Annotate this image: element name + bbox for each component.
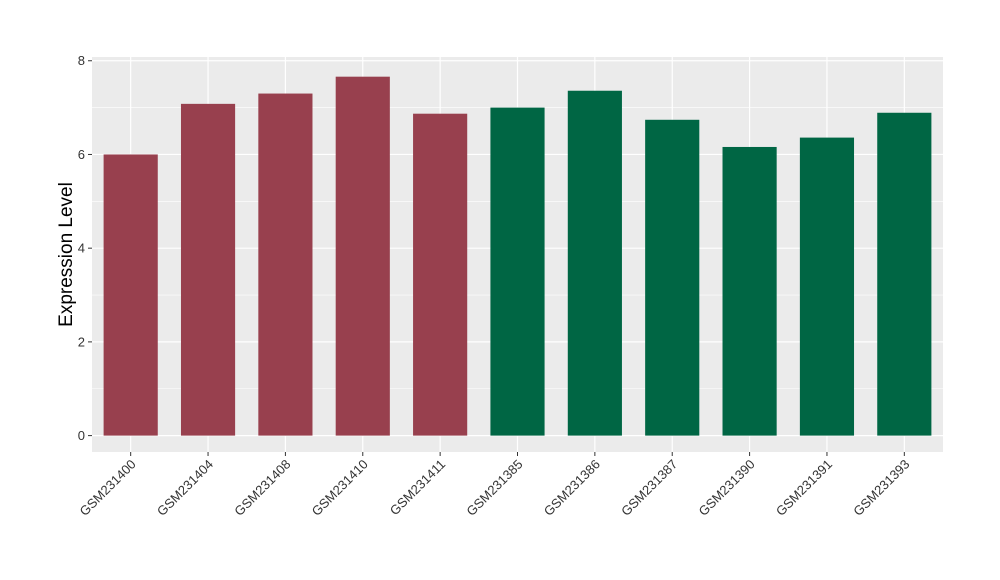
bar-GSM231410 <box>335 76 390 436</box>
x-tick-label: GSM231385 <box>463 457 525 519</box>
bar-GSM231385 <box>490 107 545 436</box>
bar-GSM231386 <box>567 90 622 436</box>
bar-GSM231408 <box>258 93 313 436</box>
x-tick-label: GSM231386 <box>541 457 603 519</box>
bar-GSM231390 <box>722 146 777 436</box>
x-axis: GSM231400 GSM231404 GSM231408 GSM231410 GSM2… <box>77 452 912 519</box>
x-tick-label: GSM231400 <box>77 457 139 519</box>
y-tick-label: 2 <box>78 334 85 349</box>
x-tick-label: GSM231411 <box>387 457 449 519</box>
bar-GSM231404 <box>180 103 236 436</box>
x-tick-label: GSM231410 <box>309 457 371 519</box>
x-tick-label: GSM231391 <box>773 457 835 519</box>
bar-GSM231411 <box>413 113 468 436</box>
bar-GSM231391 <box>799 137 855 436</box>
y-tick-label: 0 <box>78 428 85 443</box>
bars <box>103 76 932 436</box>
x-tick-label: GSM231393 <box>850 457 912 519</box>
x-tick-label: GSM231404 <box>154 457 216 519</box>
y-axis-title: Expression Level <box>56 182 77 327</box>
x-tick-label: GSM231408 <box>231 457 293 519</box>
bar-GSM231400 <box>103 154 158 436</box>
y-tick-label: 8 <box>78 53 85 68</box>
y-tick-label: 4 <box>78 241 85 256</box>
bar-GSM231393 <box>877 112 932 436</box>
y-axis: 0 2 4 6 8 <box>78 53 92 443</box>
bar-GSM231387 <box>645 119 700 436</box>
y-tick-label: 6 <box>78 147 85 162</box>
x-tick-label: GSM231390 <box>695 457 757 519</box>
x-tick-label: GSM231387 <box>618 457 680 519</box>
